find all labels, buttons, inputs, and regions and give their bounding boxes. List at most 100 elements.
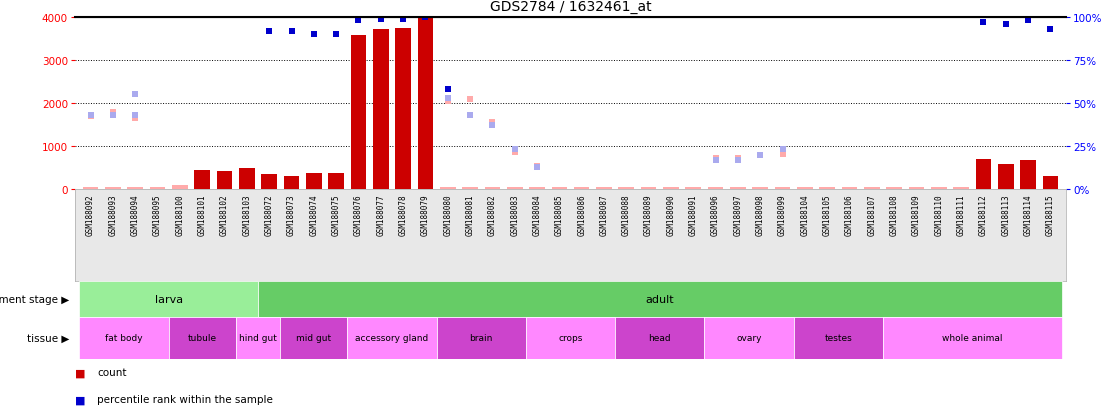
Text: accessory gland: accessory gland <box>355 334 429 343</box>
Text: GSM188100: GSM188100 <box>175 194 184 236</box>
Bar <box>507 188 522 190</box>
Text: GSM188104: GSM188104 <box>800 194 809 236</box>
Text: GSM188093: GSM188093 <box>108 194 117 236</box>
Bar <box>258 281 1061 317</box>
Text: GSM188091: GSM188091 <box>689 194 698 236</box>
Bar <box>752 188 768 190</box>
Text: GSM188080: GSM188080 <box>443 194 452 236</box>
Text: GSM188073: GSM188073 <box>287 194 296 236</box>
Bar <box>283 177 299 190</box>
Bar <box>1020 161 1036 190</box>
Bar <box>306 174 321 190</box>
Text: GSM188083: GSM188083 <box>510 194 519 236</box>
Text: GSM188101: GSM188101 <box>198 194 206 236</box>
Bar <box>440 188 455 190</box>
Text: larva: larva <box>155 294 183 304</box>
Bar <box>261 175 277 190</box>
Bar <box>150 188 165 190</box>
Point <box>81 112 99 119</box>
Point <box>439 98 456 105</box>
Text: whole animal: whole animal <box>942 334 1002 343</box>
Bar <box>641 188 656 190</box>
Text: GSM188087: GSM188087 <box>599 194 608 236</box>
Text: development stage ▶: development stage ▶ <box>0 294 69 304</box>
Text: GSM188088: GSM188088 <box>622 194 631 236</box>
Bar <box>618 188 634 190</box>
Bar <box>194 170 210 190</box>
Text: hind gut: hind gut <box>239 334 277 343</box>
Text: percentile rank within the sample: percentile rank within the sample <box>97 394 273 404</box>
Text: GSM188095: GSM188095 <box>153 194 162 236</box>
Bar <box>953 188 969 190</box>
Point <box>751 152 769 159</box>
Bar <box>373 30 388 190</box>
Point <box>461 96 479 103</box>
Text: GSM188107: GSM188107 <box>867 194 876 236</box>
Bar <box>998 165 1013 190</box>
Point <box>349 18 367 25</box>
Bar <box>172 185 187 190</box>
Point <box>974 20 992 26</box>
Point <box>126 112 144 119</box>
Point <box>372 17 389 23</box>
Text: tubule: tubule <box>187 334 217 343</box>
Bar <box>79 317 169 359</box>
Bar <box>484 188 500 190</box>
Point <box>126 116 144 122</box>
Point <box>461 112 479 119</box>
Text: GSM188103: GSM188103 <box>242 194 251 236</box>
Text: GSM188085: GSM188085 <box>555 194 564 236</box>
Text: GSM188110: GSM188110 <box>934 194 943 236</box>
Text: GSM188082: GSM188082 <box>488 194 497 236</box>
Bar <box>462 188 478 190</box>
Text: GSM188098: GSM188098 <box>756 194 764 236</box>
Text: GSM188102: GSM188102 <box>220 194 229 236</box>
Text: GSM188079: GSM188079 <box>421 194 430 236</box>
Bar <box>685 188 701 190</box>
Point <box>1019 18 1037 25</box>
Bar <box>436 317 526 359</box>
Bar <box>596 188 612 190</box>
Point <box>773 147 791 153</box>
Bar <box>883 317 1061 359</box>
Point <box>260 28 278 35</box>
Text: fat body: fat body <box>105 334 143 343</box>
Text: GSM188094: GSM188094 <box>131 194 140 236</box>
Text: GSM188111: GSM188111 <box>956 194 965 236</box>
Point <box>729 155 747 161</box>
Text: GSM188108: GSM188108 <box>889 194 898 236</box>
Bar <box>551 188 567 190</box>
Bar <box>529 188 545 190</box>
Bar <box>350 36 366 190</box>
Point <box>282 28 300 35</box>
Bar <box>775 188 790 190</box>
Bar <box>217 171 232 190</box>
Text: GSM188115: GSM188115 <box>1046 194 1055 236</box>
Text: GSM188074: GSM188074 <box>309 194 318 236</box>
Title: GDS2784 / 1632461_at: GDS2784 / 1632461_at <box>490 0 652 14</box>
Bar <box>127 188 143 190</box>
Text: GSM188109: GSM188109 <box>912 194 921 236</box>
Bar <box>908 188 924 190</box>
Bar <box>975 159 991 190</box>
Point <box>81 113 99 120</box>
Text: adult: adult <box>645 294 674 304</box>
Bar <box>105 188 121 190</box>
Bar <box>615 317 704 359</box>
Text: GSM188096: GSM188096 <box>711 194 720 236</box>
Bar <box>730 188 745 190</box>
Point <box>461 112 479 119</box>
Point <box>439 95 456 102</box>
Text: ovary: ovary <box>737 334 762 343</box>
Point <box>104 112 122 119</box>
Text: GSM188072: GSM188072 <box>264 194 273 236</box>
Text: GSM188081: GSM188081 <box>465 194 474 236</box>
Bar <box>328 173 344 190</box>
Text: tissue ▶: tissue ▶ <box>27 333 69 343</box>
Point <box>506 147 523 153</box>
Bar <box>1042 177 1058 190</box>
Bar <box>864 188 879 190</box>
Point <box>104 112 122 119</box>
Point <box>483 123 501 129</box>
Point <box>528 163 546 170</box>
